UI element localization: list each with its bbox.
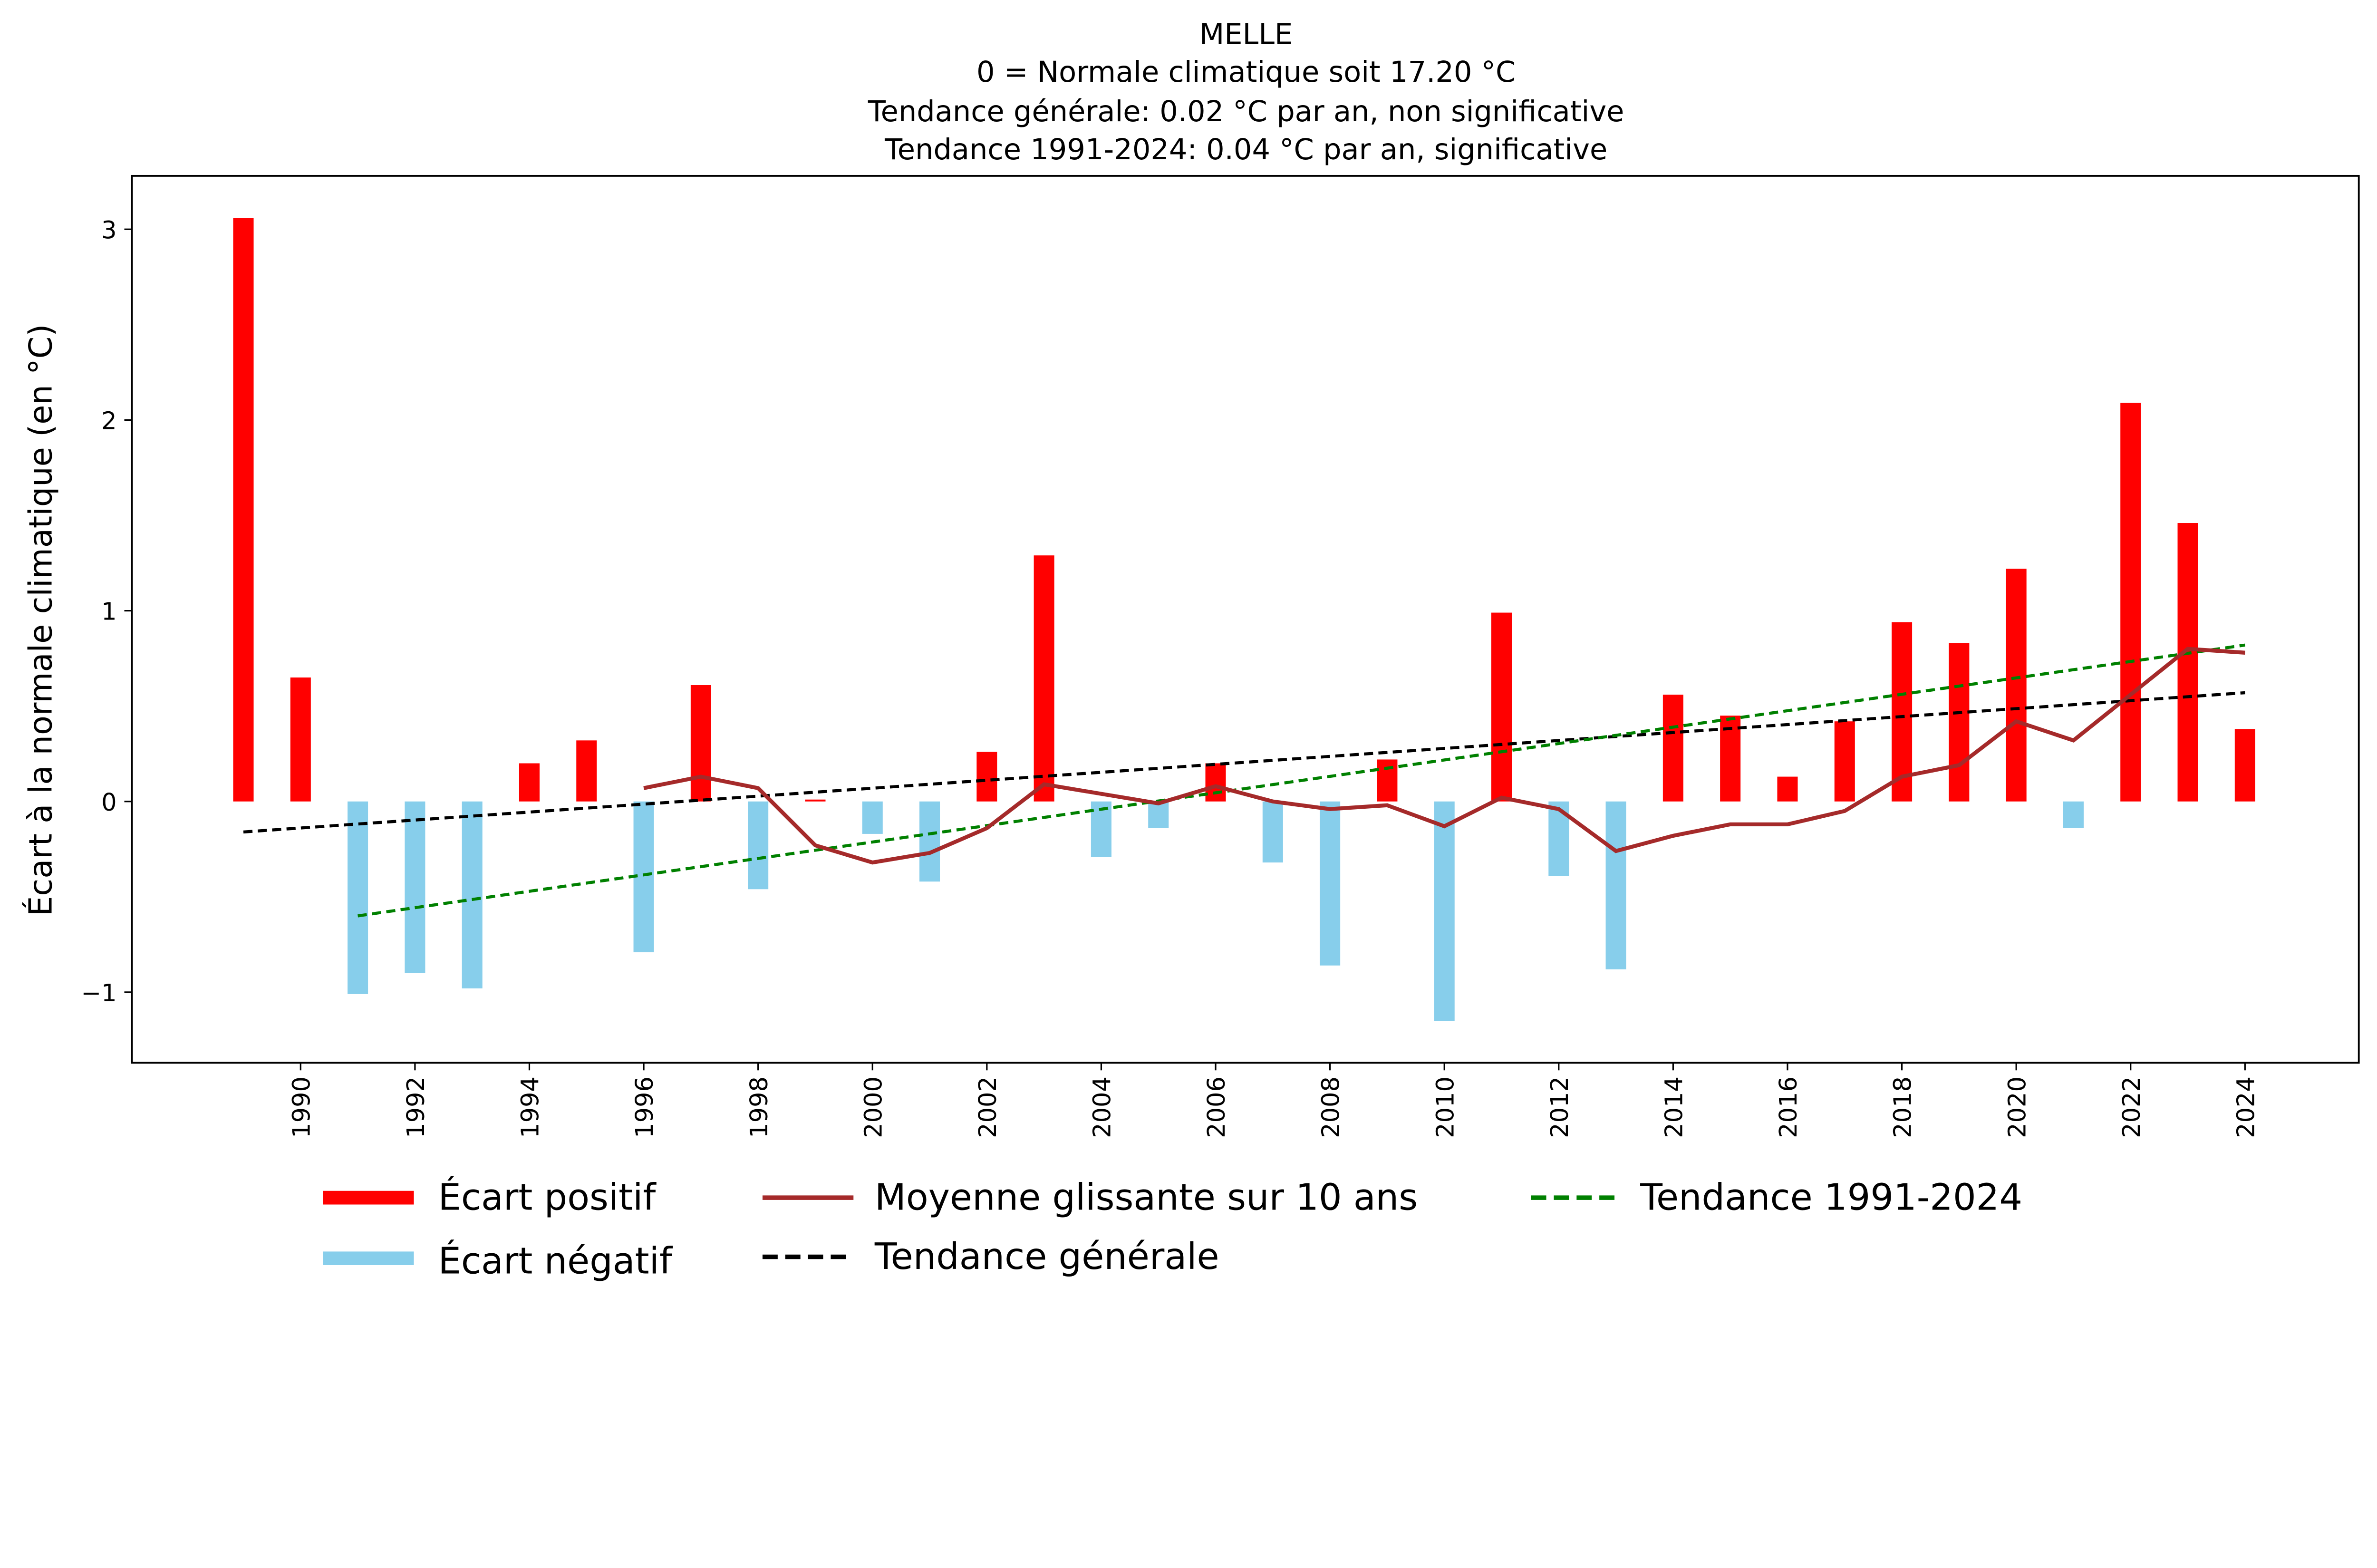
bar-positive	[1777, 776, 1798, 802]
bar-positive	[1205, 763, 1226, 802]
x-tick-label: 2018	[1889, 1076, 1917, 1138]
title-line-1: MELLE	[1199, 18, 1293, 51]
trend-general-line	[243, 691, 2245, 834]
x-tick-label: 2020	[2003, 1076, 2031, 1138]
bar-positive	[519, 763, 540, 802]
bar-positive	[1377, 759, 1398, 802]
bar-positive	[1491, 612, 1512, 802]
bar-positive	[1662, 695, 1683, 802]
legend-label-trend-general: Tendance générale	[874, 1236, 1219, 1278]
x-tick-label: 1994	[517, 1076, 545, 1138]
bar-negative	[405, 801, 425, 973]
y-tick-label: 0	[101, 789, 116, 817]
bar-positive	[690, 685, 711, 802]
x-tick-label: 1992	[402, 1076, 430, 1138]
bar-positive	[576, 740, 597, 802]
y-tick-label: 1	[101, 598, 116, 626]
x-tick-label: 2014	[1661, 1076, 1689, 1138]
y-axis-label: Écart à la normale climatique (en °C)	[21, 324, 59, 916]
bar-negative	[1605, 801, 1626, 969]
title-line-2: 0 = Normale climatique soit 17.20 °C	[976, 56, 1516, 89]
bar-positive	[233, 218, 254, 802]
bar-negative	[1262, 801, 1283, 863]
x-tick-label: 2000	[860, 1076, 888, 1138]
legend-label-negative: Écart négatif	[438, 1240, 673, 1283]
y-tick-label: −1	[81, 979, 116, 1007]
bar-positive	[805, 799, 826, 802]
bar-positive	[2120, 403, 2141, 802]
x-tick-label: 1990	[288, 1076, 316, 1138]
y-tick-label: 2	[101, 407, 116, 436]
bar-negative	[462, 801, 483, 988]
x-tick-label: 1998	[745, 1076, 773, 1138]
bar-positive	[976, 752, 997, 802]
bar-positive	[1892, 622, 1913, 802]
bar-negative	[1434, 801, 1455, 1021]
x-tick-label: 1996	[631, 1076, 659, 1138]
x-tick-label: 2010	[1431, 1076, 1459, 1138]
x-tick-label: 2012	[1546, 1076, 1574, 1138]
x-tick-label: 2004	[1089, 1076, 1117, 1138]
bar-positive	[2234, 729, 2255, 802]
bar-negative	[348, 801, 368, 994]
legend-label-positive: Écart positif	[438, 1176, 657, 1219]
legend: Écart positif Écart négatif Moyenne glis…	[323, 1176, 2022, 1283]
x-tick-label: 2008	[1317, 1076, 1345, 1138]
bar-negative	[1320, 801, 1341, 966]
bar-negative	[862, 801, 883, 834]
title-line-3: Tendance générale: 0.02 °C par an, non s…	[868, 95, 1624, 128]
y-tick-label: 3	[101, 216, 116, 244]
x-tick-label: 2024	[2232, 1076, 2260, 1138]
chart: MELLE 0 = Normale climatique soit 17.20 …	[21, 18, 2360, 1283]
bar-negative	[748, 801, 769, 890]
moving-average-line	[643, 647, 2245, 865]
x-tick-label: 2006	[1203, 1076, 1231, 1138]
chart-title: MELLE 0 = Normale climatique soit 17.20 …	[868, 18, 1624, 166]
bar-positive	[2177, 523, 2198, 802]
legend-label-trend-recent: Tendance 1991-2024	[1640, 1177, 2022, 1219]
bar-positive	[1949, 643, 1970, 802]
title-line-4: Tendance 1991-2024: 0.04 °C par an, sign…	[884, 133, 1607, 166]
x-tick-label: 2002	[974, 1076, 1002, 1138]
bar-positive	[290, 677, 311, 802]
bar-negative	[1148, 801, 1169, 828]
bar-positive	[1034, 555, 1054, 802]
trend-recent-line	[358, 643, 2245, 918]
bar-negative	[2063, 801, 2084, 828]
bar-positive	[1834, 721, 1855, 802]
plot-frame	[131, 174, 2360, 1064]
bar-positive	[2006, 569, 2027, 802]
x-tick-label: 2016	[1775, 1076, 1803, 1138]
legend-label-moving-average: Moyenne glissante sur 10 ans	[875, 1177, 1418, 1219]
bar-negative	[919, 801, 940, 882]
x-tick-label: 2022	[2118, 1076, 2146, 1138]
